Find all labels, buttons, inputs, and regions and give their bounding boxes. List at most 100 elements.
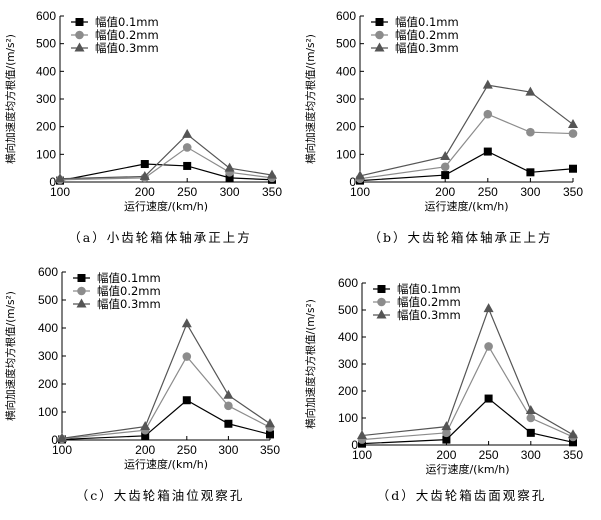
y-tick-label: 0: [49, 175, 56, 189]
y-tick-label: 0: [51, 433, 58, 447]
data-point: [568, 429, 578, 439]
x-tick-label: 250: [177, 185, 197, 199]
series-1: [356, 147, 577, 185]
x-axis-label: 运行速度/(km/h): [425, 462, 509, 476]
data-point: [441, 421, 452, 431]
y-tick-label: 500: [336, 37, 356, 51]
series-1: [358, 394, 577, 448]
y-tick-label: 600: [38, 265, 58, 279]
series-line: [359, 84, 574, 177]
data-point: [568, 118, 578, 128]
legend-label: 幅值0.3mm: [95, 41, 159, 55]
legend-marker: [76, 298, 87, 308]
legend-label: 幅值0.1mm: [395, 15, 459, 29]
x-tick-label: 300: [520, 185, 540, 199]
x-tick-label: 250: [478, 185, 498, 199]
legend-marker: [77, 286, 86, 296]
legend-label: 幅值0.1mm: [97, 271, 161, 285]
series-line: [61, 322, 271, 439]
panel-caption: （d）大齿轮箱齿面观察孔: [377, 488, 547, 503]
data-point: [182, 352, 192, 361]
x-tick-label: 300: [220, 185, 240, 199]
y-tick-label: 600: [336, 9, 356, 23]
data-point: [140, 421, 151, 431]
legend-label: 幅值0.1mm: [95, 15, 159, 29]
data-point: [568, 129, 578, 138]
y-tick-label: 500: [36, 37, 56, 51]
data-point: [525, 86, 536, 96]
legend-label: 幅值0.3mm: [97, 297, 161, 311]
x-tick-label: 200: [436, 448, 456, 462]
data-point: [140, 160, 149, 169]
x-tick-label: 100: [352, 448, 372, 462]
y-tick-label: 100: [36, 147, 56, 161]
x-tick-label: 100: [52, 443, 72, 457]
y-tick-label: 200: [338, 384, 358, 398]
data-point: [525, 404, 536, 414]
data-point: [139, 170, 150, 180]
y-tick-label: 600: [36, 9, 56, 23]
x-tick-label: 350: [563, 185, 583, 199]
data-point: [483, 109, 493, 119]
series-line: [361, 345, 574, 441]
legend-label: 幅值0.3mm: [395, 41, 459, 55]
data-point: [441, 171, 450, 180]
x-tick-label: 250: [177, 443, 197, 457]
data-point: [483, 147, 492, 156]
data-point: [440, 151, 451, 161]
y-tick-label: 0: [349, 175, 356, 189]
legend-label: 幅值0.1mm: [397, 282, 461, 296]
x-tick-label: 350: [260, 443, 280, 457]
x-tick-label: 200: [435, 185, 455, 199]
series-line: [359, 150, 574, 182]
y-tick-label: 100: [338, 411, 358, 425]
data-point: [526, 127, 535, 137]
data-point: [357, 430, 367, 440]
y-tick-label: 500: [338, 303, 358, 317]
data-point: [224, 401, 233, 411]
y-axis-label: 横向加速度均方根值/(m/s²): [4, 34, 17, 164]
y-tick-label: 200: [38, 377, 58, 391]
data-point: [224, 162, 235, 172]
data-point: [484, 342, 493, 351]
y-tick-label: 600: [338, 276, 358, 290]
data-point: [265, 418, 275, 428]
legend-marker: [77, 274, 86, 282]
x-axis-label: 运行速度/(km/h): [424, 199, 508, 213]
y-tick-label: 100: [38, 405, 58, 419]
y-tick-label: 300: [336, 92, 356, 106]
panel-caption: （a）小齿轮箱体轴承正上方: [68, 230, 251, 245]
data-point: [225, 173, 234, 182]
y-tick-label: 200: [336, 120, 356, 134]
data-point: [223, 389, 234, 399]
x-tick-label: 100: [50, 185, 70, 199]
legend-label: 幅值0.2mm: [97, 284, 161, 298]
legend-label: 幅值0.2mm: [95, 28, 159, 42]
series-3: [355, 79, 578, 180]
data-point: [440, 162, 450, 172]
y-tick-label: 0: [351, 438, 358, 452]
y-tick-label: 500: [38, 293, 58, 307]
data-point: [57, 432, 67, 442]
data-point: [267, 169, 277, 179]
data-point: [182, 396, 191, 405]
legend-marker: [376, 309, 387, 319]
data-point: [141, 431, 150, 440]
y-tick-label: 400: [38, 321, 58, 335]
legend-marker: [74, 42, 85, 52]
legend-marker: [374, 42, 385, 52]
series-line: [59, 133, 273, 180]
x-tick-label: 350: [262, 185, 282, 199]
legend-marker: [375, 30, 384, 40]
series-3: [57, 318, 275, 442]
y-axis-label: 横向加速度均方根值/(m/s²): [304, 299, 317, 429]
y-tick-label: 300: [36, 92, 56, 106]
series-2: [57, 352, 275, 444]
